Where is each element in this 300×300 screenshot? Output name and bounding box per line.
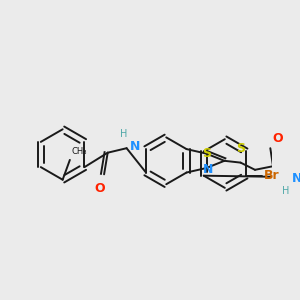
Text: O: O xyxy=(94,182,105,194)
Text: S: S xyxy=(236,142,245,154)
Text: H: H xyxy=(282,186,289,196)
Text: H: H xyxy=(120,129,128,139)
Text: N: N xyxy=(130,140,141,153)
Text: Br: Br xyxy=(264,169,280,182)
Text: N: N xyxy=(203,163,213,176)
Text: S: S xyxy=(202,147,211,160)
Text: CH₃: CH₃ xyxy=(72,147,87,156)
Text: O: O xyxy=(272,132,283,145)
Text: N: N xyxy=(292,172,300,185)
